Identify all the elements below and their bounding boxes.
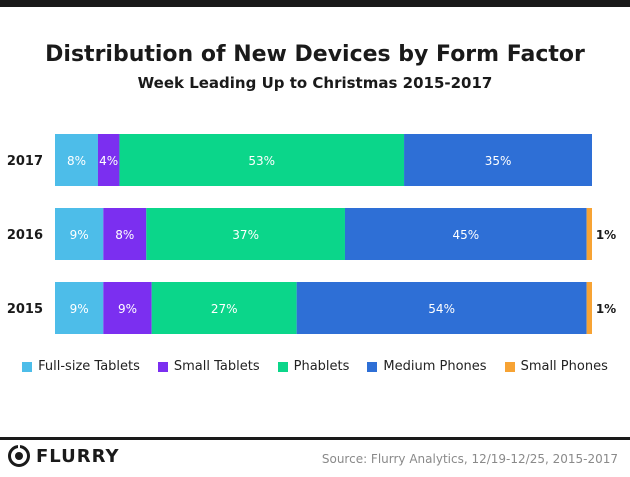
category-label-2016: 2016 [7, 228, 43, 243]
bar-2017-phablets [119, 134, 405, 186]
data-label-2017-full-size-tablets: 8% [67, 154, 86, 168]
legend-label: Medium Phones [383, 359, 487, 374]
bar-2017-small-tablets [97, 134, 120, 186]
data-label-2017-phablets: 53% [248, 154, 275, 168]
legend-label: Small Tablets [173, 359, 260, 374]
bar-2016-phablets [146, 208, 345, 260]
top-border [0, 0, 630, 7]
category-label-2017: 2017 [7, 154, 43, 169]
bar-2017-medium-phones [404, 134, 592, 186]
bar-2015-full-size-tablets [55, 282, 104, 334]
data-label-2016-small-tablets: 8% [115, 228, 134, 242]
bar-2017-full-size-tablets [55, 134, 98, 186]
data-label-2016-small-phones: 1% [596, 228, 616, 242]
footer [0, 437, 630, 477]
legend-item-full-size-tablets: Full-size Tablets [22, 359, 140, 374]
legend-item-small-phones: Small Phones [504, 359, 608, 374]
legend-swatch [367, 361, 378, 372]
data-label-2015-medium-phones: 54% [428, 302, 455, 316]
legend-swatch [22, 361, 33, 372]
legend-label: Full-size Tablets [38, 359, 140, 374]
bar-2016-small-tablets [103, 208, 147, 260]
bar-2015-phablets [151, 282, 297, 334]
legend-item-phablets: Phablets [277, 359, 350, 374]
data-label-2015-phablets: 27% [211, 302, 238, 316]
flurry-logo-icon [8, 445, 30, 467]
data-label-2015-small-phones: 1% [596, 302, 616, 316]
bar-2015-small-phones [586, 282, 592, 334]
source-note: Source: Flurry Analytics, 12/19-12/25, 2… [321, 452, 618, 466]
data-label-2017-small-tablets: 4% [99, 154, 118, 168]
brand: FLURRY [8, 445, 120, 467]
legend-label: Small Phones [520, 359, 608, 374]
data-label-2016-medium-phones: 45% [452, 228, 479, 242]
category-label-2015: 2015 [7, 302, 43, 317]
bar-2016-full-size-tablets [55, 208, 104, 260]
legend-item-small-tablets: Small Tablets [157, 359, 260, 374]
data-label-2016-full-size-tablets: 9% [70, 228, 89, 242]
legend: Full-size Tablets Small Tablets Phablets Me… [0, 359, 630, 374]
legend-item-medium-phones: Medium Phones [367, 359, 487, 374]
data-label-2017-medium-phones: 35% [485, 154, 512, 168]
brand-name: FLURRY [36, 445, 120, 467]
chart-subtitle: Week Leading Up to Christmas 2015-2017 [137, 74, 493, 92]
bar-2015-small-tablets [103, 282, 152, 334]
legend-label: Phablets [293, 359, 350, 374]
legend-swatch [157, 361, 168, 372]
chart-title: Distribution of New Devices by Form Fact… [45, 42, 585, 67]
legend-swatch [277, 361, 288, 372]
bar-2016-medium-phones [344, 208, 587, 260]
data-label-2016-phablets: 37% [232, 228, 259, 242]
legend-swatch [504, 361, 515, 372]
data-label-2015-small-tablets: 9% [118, 302, 137, 316]
bar-2016-small-phones [586, 208, 592, 260]
data-label-2015-full-size-tablets: 9% [70, 302, 89, 316]
bar-2015-medium-phones [296, 282, 587, 334]
footer-rule [0, 437, 630, 440]
